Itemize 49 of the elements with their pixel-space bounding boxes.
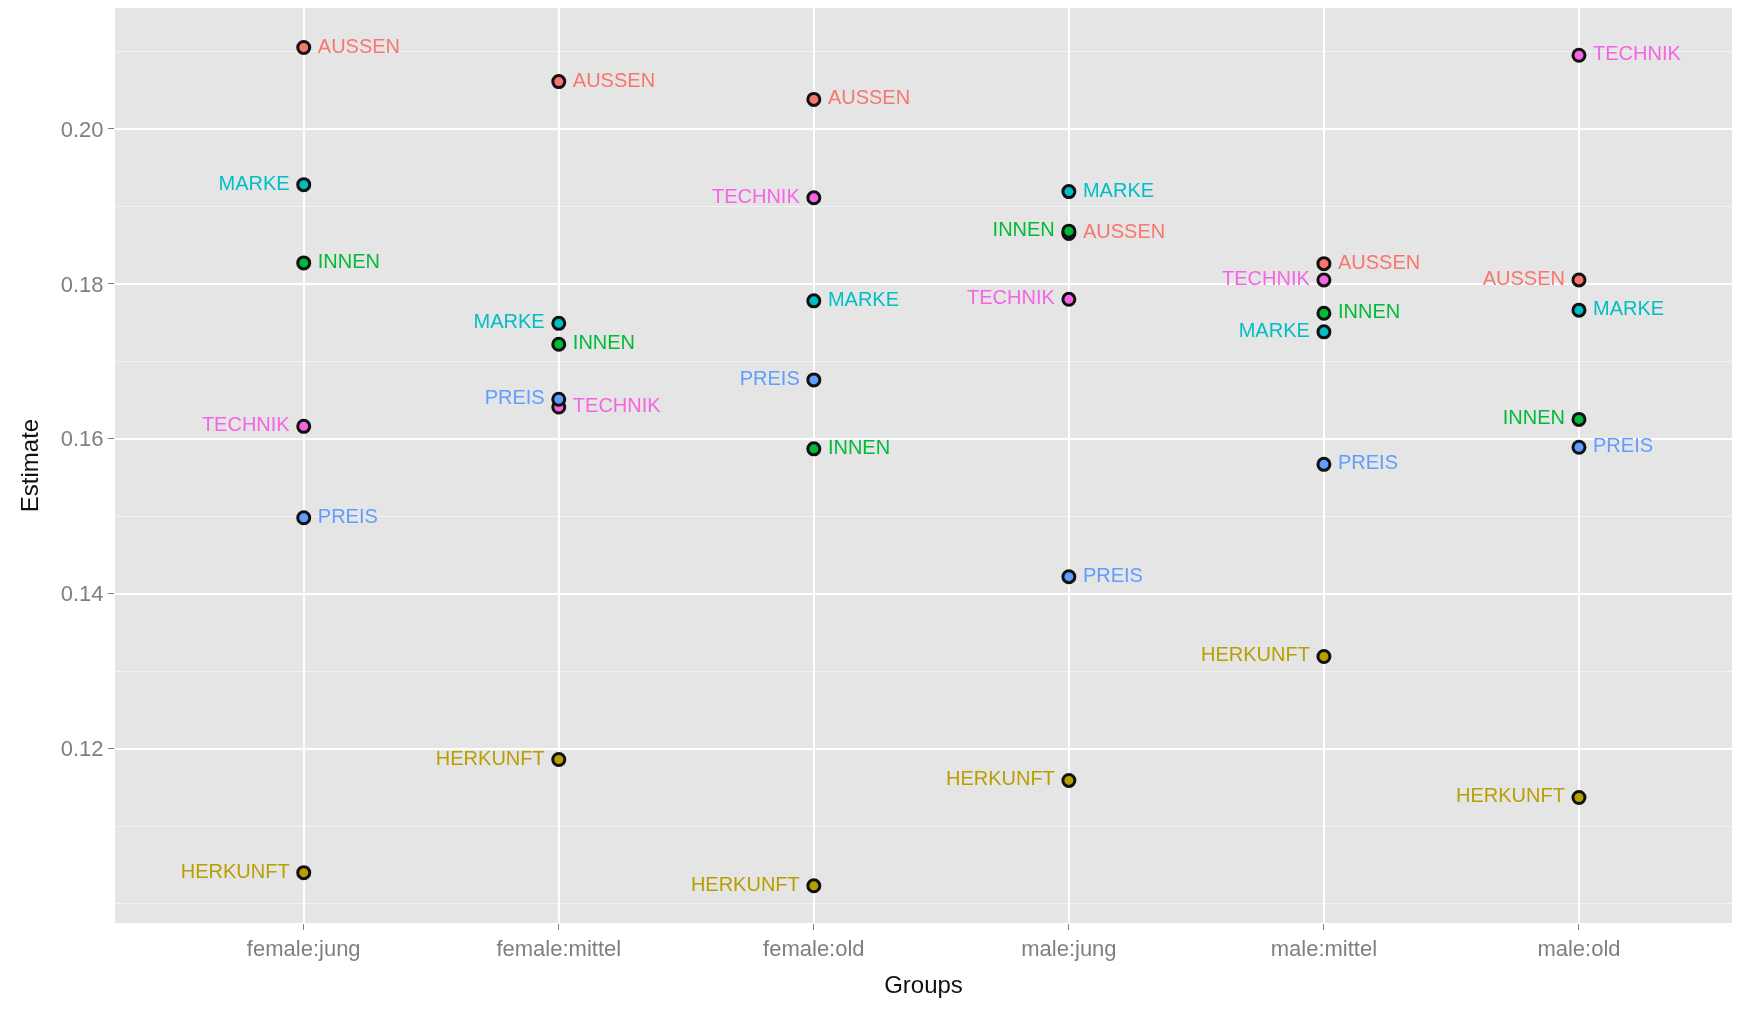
text: AUSSEN <box>1337 250 1421 273</box>
text: INNEN <box>827 435 891 458</box>
x-tick-label: female:jung <box>246 936 361 962</box>
series-label: PREIS <box>479 386 551 409</box>
text: PREIS <box>317 504 378 527</box>
text: HERKUNFT <box>690 872 800 895</box>
x-tick-label: female:mittel <box>496 936 622 962</box>
text: AUSSEN <box>572 68 656 91</box>
text: TECHNIK <box>572 394 661 417</box>
text: PREIS <box>1082 563 1143 586</box>
y-axis-title: Estimate <box>15 418 43 513</box>
text: INNEN <box>572 331 636 354</box>
y-tick-label: 0.20 <box>60 116 104 142</box>
series-label: AUSSEN <box>1477 266 1571 289</box>
x-tick-label: male:mittel <box>1270 936 1378 962</box>
y-tick-label: 0.18 <box>60 271 104 297</box>
text: INNEN <box>1337 300 1401 323</box>
y-tick-label: 0.12 <box>60 736 104 762</box>
text: MARKE <box>1082 178 1155 201</box>
text: TECHNIK <box>711 184 800 207</box>
series-label: TECHNIK <box>196 413 296 436</box>
text: AUSSEN <box>317 34 401 57</box>
text: HERKUNFT <box>1200 643 1310 666</box>
text: HERKUNFT <box>180 859 290 882</box>
series-label: INNEN <box>987 218 1061 241</box>
text: AUSSEN <box>827 86 911 109</box>
text: INNEN <box>1502 406 1565 429</box>
text: TECHNIK <box>1593 42 1681 65</box>
x-tick-label: male:jung <box>1021 936 1117 962</box>
text: PREIS <box>1593 434 1654 457</box>
text: MARKE <box>1593 297 1665 320</box>
text: TECHNIK <box>967 286 1055 309</box>
series-label: MARKE <box>212 171 296 194</box>
text: AUSSEN <box>1082 220 1166 243</box>
text: MARKE <box>827 287 900 310</box>
y-tick-label: 0.16 <box>60 426 104 452</box>
text: HERKUNFT <box>1456 784 1565 807</box>
y-tick-label: 0.14 <box>60 581 104 607</box>
x-axis-title: Groups <box>884 970 963 998</box>
text: PREIS <box>739 366 800 389</box>
series-label: HERKUNFT <box>940 767 1061 790</box>
text: MARKE <box>473 310 545 333</box>
x-tick-label: female:old <box>763 936 865 962</box>
text: INNEN <box>317 249 381 272</box>
text: MARKE <box>1238 318 1310 341</box>
x-tick-label: male:old <box>1537 936 1621 962</box>
text: PREIS <box>1337 451 1398 474</box>
text: HERKUNFT <box>435 746 545 769</box>
text: TECHNIK <box>1222 266 1310 289</box>
